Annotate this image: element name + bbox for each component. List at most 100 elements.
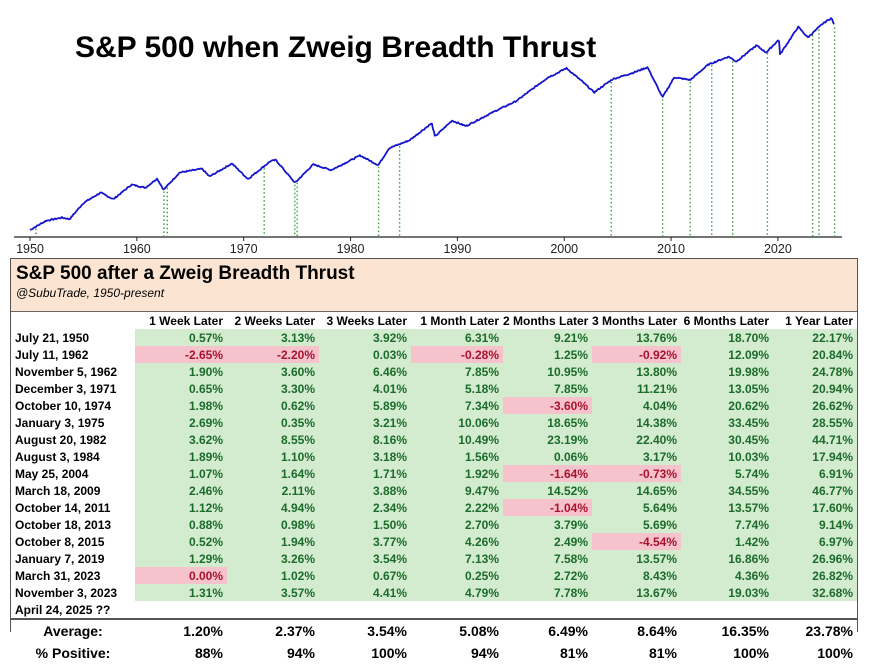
return-cell: 34.55% [681,482,773,499]
return-cell: 9.14% [773,516,857,533]
return-cell: 0.98% [227,516,319,533]
average-value: 16.35% [681,619,773,642]
row-date: March 31, 2023 [15,568,101,583]
return-cell: 0.03% [319,346,411,363]
header-blank [11,312,135,329]
return-cell: 13.67% [592,584,681,601]
return-cell: 30.45% [681,431,773,448]
return-cell: 8.43% [592,567,681,584]
return-cell: 2.34% [319,499,411,516]
return-cell: -3.60% [503,397,592,414]
return-cell: 5.64% [592,499,681,516]
return-cell: 3.79% [503,516,592,533]
percent-positive-value: 81% [592,642,681,664]
percent-positive-label: % Positive: [11,642,135,664]
column-headers: 1 Week Later 2 Weeks Later 3 Weeks Later 1 … [11,312,857,329]
return-cell: 3.17% [592,448,681,465]
x-tick-label: 1950 [16,242,44,256]
return-cell: 3.30% [227,380,319,397]
return-cell: 8.16% [319,431,411,448]
column-header: 2 Weeks Later [234,313,316,328]
return-cell: 1.12% [135,499,227,516]
return-cell: 13.57% [592,550,681,567]
percent-positive-value: 100% [773,642,857,664]
return-cell: 0.67% [319,567,411,584]
average-value: 1.20% [135,619,227,642]
row-date: May 25, 2004 [15,466,89,481]
return-cell: 3.54% [319,550,411,567]
return-cell: 5.69% [592,516,681,533]
return-cell: 2.69% [135,414,227,431]
table-header: S&P 500 after a Zweig Breadth Thrust @Su… [11,259,857,312]
return-cell: 0.35% [227,414,319,431]
x-tick-label: 1990 [443,242,471,256]
return-cell: 1.90% [135,363,227,380]
table-row: November 5, 1962 1.90% 3.60% 6.46% 7.85% 10.9… [11,363,857,380]
return-cell: 1.02% [227,567,319,584]
return-cell: 1.56% [411,448,503,465]
return-cell: 1.71% [319,465,411,482]
return-cell: 0.25% [411,567,503,584]
table-row: March 18, 2009 2.46% 2.11% 3.88% 9.47% 14.52%… [11,482,857,499]
return-cell: 13.05% [681,380,773,397]
table-row: December 3, 1971 0.65% 3.30% 4.01% 5.18% 7.85… [11,380,857,397]
row-date: January 7, 2019 [15,551,105,566]
table-row: March 31, 2023 0.00% 1.02% 0.67% 0.25% 2.72% 8… [11,567,857,584]
pending-row: April 24, 2025 ?? [11,601,857,618]
table-row: October 10, 1974 1.98% 0.62% 5.89% 7.34% -3.6… [11,397,857,414]
return-cell: 5.74% [681,465,773,482]
row-date: March 18, 2009 [15,483,101,498]
row-date: November 5, 1962 [15,364,118,379]
return-cell: 6.91% [773,465,857,482]
return-cell: 13.80% [592,363,681,380]
return-cell: 33.45% [681,414,773,431]
empty-cell [319,601,411,618]
table-row: October 8, 2015 0.52% 1.94% 3.77% 4.26% 2.49%… [11,533,857,550]
return-cell: 3.60% [227,363,319,380]
percent-positive-value: 94% [411,642,503,664]
return-cell: 1.31% [135,584,227,601]
return-cell: 23.19% [503,431,592,448]
return-cell: 1.98% [135,397,227,414]
return-cell: 13.57% [681,499,773,516]
return-cell: -2.65% [135,346,227,363]
results-table-panel: S&P 500 after a Zweig Breadth Thrust @Su… [10,258,858,664]
return-cell: 3.77% [319,533,411,550]
return-cell: 0.65% [135,380,227,397]
return-cell: 26.96% [773,550,857,567]
row-date: January 3, 1975 [15,415,105,430]
average-value: 3.54% [319,619,411,642]
summary-table: Average: 1.20% 2.37% 3.54% 5.08% 6.49% 8.64% 16… [11,618,857,664]
row-date: November 3, 2023 [15,585,118,600]
return-cell: 5.18% [411,380,503,397]
return-cell: 7.74% [681,516,773,533]
table-row: May 25, 2004 1.07% 1.64% 1.71% 1.92% -1.64% -0… [11,465,857,482]
return-cell: 9.21% [503,329,592,346]
percent-positive-value: 100% [681,642,773,664]
table-title: S&P 500 after a Zweig Breadth Thrust [16,263,355,284]
return-cell: 7.85% [411,363,503,380]
return-cell: -0.28% [411,346,503,363]
return-cell: 7.85% [503,380,592,397]
percent-positive-value: 94% [227,642,319,664]
x-tick-label: 2020 [764,242,792,256]
return-cell: 2.11% [227,482,319,499]
column-header: 3 Weeks Later [326,313,408,328]
return-cell: 14.52% [503,482,592,499]
return-cell: 1.94% [227,533,319,550]
return-cell: 8.55% [227,431,319,448]
table-row: January 3, 1975 2.69% 0.35% 3.21% 10.06% 18.6… [11,414,857,431]
column-header: 6 Months Later [683,313,769,328]
return-cell: 24.78% [773,363,857,380]
return-cell: 28.55% [773,414,857,431]
return-cell: 14.65% [592,482,681,499]
column-header: 3 Months Later [592,313,678,328]
empty-cell [411,601,503,618]
return-cell: 10.03% [681,448,773,465]
return-cell: 17.60% [773,499,857,516]
return-cell: 3.88% [319,482,411,499]
row-date: October 8, 2015 [15,534,105,549]
return-cell: 19.03% [681,584,773,601]
return-cell: 4.36% [681,567,773,584]
empty-cell [592,601,681,618]
